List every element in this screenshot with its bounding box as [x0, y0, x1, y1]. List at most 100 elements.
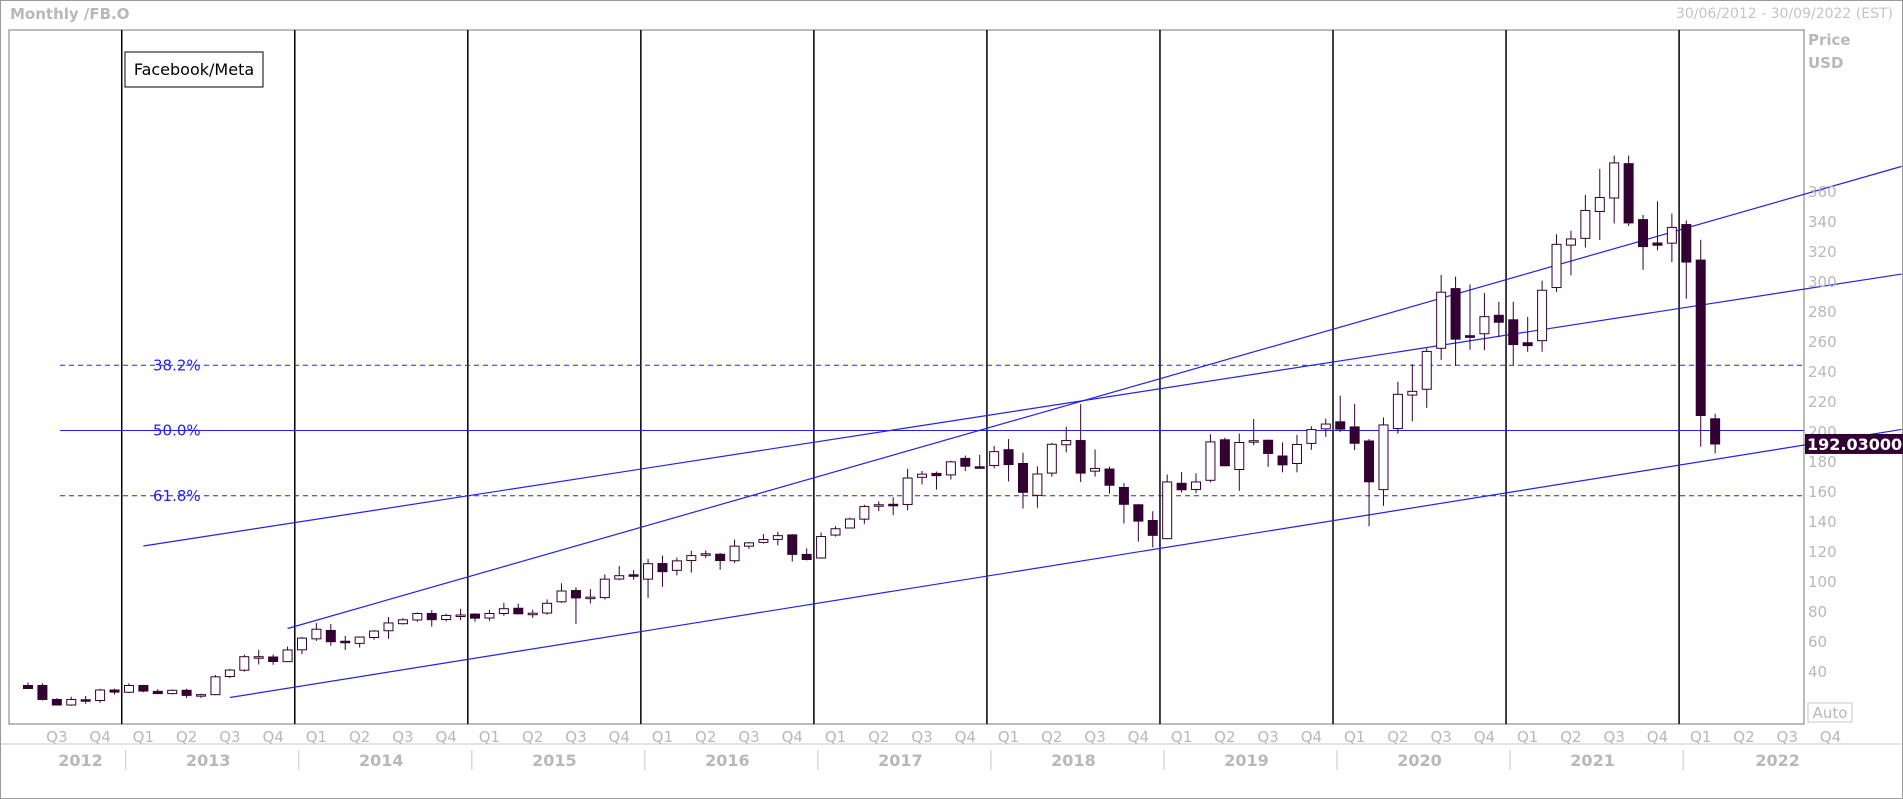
candle[interactable] — [1147, 511, 1158, 548]
candle[interactable] — [628, 570, 639, 580]
candle[interactable] — [311, 623, 322, 641]
candle[interactable] — [1104, 466, 1115, 494]
candle[interactable] — [1407, 364, 1418, 422]
candle[interactable] — [1118, 483, 1129, 524]
auto-button-label[interactable]: Auto — [1813, 704, 1848, 722]
candle[interactable] — [1032, 466, 1043, 508]
candle[interactable] — [1176, 472, 1187, 493]
candle[interactable] — [643, 558, 654, 598]
candle[interactable] — [210, 675, 221, 696]
candle[interactable] — [542, 599, 553, 615]
candle[interactable] — [37, 683, 48, 701]
candle[interactable] — [152, 689, 163, 695]
candle[interactable] — [239, 654, 250, 672]
candle[interactable] — [66, 696, 77, 706]
candle[interactable] — [23, 682, 33, 689]
candle[interactable] — [1162, 474, 1173, 540]
candle[interactable] — [167, 689, 178, 695]
candle[interactable] — [513, 603, 524, 615]
candle[interactable] — [772, 531, 783, 546]
candle[interactable] — [945, 460, 956, 480]
candle[interactable] — [1291, 434, 1302, 473]
candle[interactable] — [224, 669, 235, 678]
candle[interactable] — [1551, 234, 1562, 292]
candle[interactable] — [1046, 442, 1057, 477]
candle[interactable] — [484, 609, 495, 621]
candle[interactable] — [1652, 201, 1663, 251]
candle[interactable] — [830, 526, 841, 537]
candle[interactable] — [1364, 439, 1375, 527]
candle[interactable] — [325, 624, 336, 646]
candle[interactable] — [1306, 426, 1317, 450]
candle[interactable] — [354, 636, 365, 648]
candle[interactable] — [253, 649, 264, 665]
candle[interactable] — [470, 613, 481, 622]
candle[interactable] — [1493, 301, 1504, 338]
candle[interactable] — [1234, 433, 1245, 491]
candle[interactable] — [1594, 168, 1605, 240]
candle[interactable] — [1349, 403, 1360, 450]
candle[interactable] — [1609, 155, 1620, 224]
candle[interactable] — [1248, 418, 1259, 446]
candle[interactable] — [1508, 301, 1519, 366]
candle[interactable] — [1421, 348, 1432, 408]
candle[interactable] — [700, 550, 711, 558]
candle[interactable] — [1436, 274, 1447, 360]
candle[interactable] — [1479, 292, 1490, 351]
candle[interactable] — [556, 583, 567, 603]
candles[interactable] — [23, 155, 1721, 706]
candle[interactable] — [715, 552, 726, 570]
candle[interactable] — [1638, 214, 1649, 270]
candle[interactable] — [1191, 473, 1202, 494]
candle[interactable] — [412, 612, 423, 622]
candle[interactable] — [397, 618, 408, 625]
candle[interactable] — [383, 616, 394, 639]
candle[interactable] — [296, 636, 307, 655]
candle[interactable] — [1335, 395, 1346, 433]
candle[interactable] — [1710, 413, 1721, 454]
candle[interactable] — [744, 541, 754, 549]
candle[interactable] — [614, 566, 625, 581]
candle[interactable] — [657, 555, 668, 587]
candle[interactable] — [989, 445, 1000, 469]
candle[interactable] — [1623, 155, 1634, 226]
candle[interactable] — [787, 534, 798, 562]
candle[interactable] — [1378, 417, 1389, 506]
candle[interactable] — [268, 654, 279, 665]
candle[interactable] — [758, 534, 769, 544]
candle[interactable] — [1392, 381, 1403, 434]
candle[interactable] — [1681, 220, 1692, 299]
candle[interactable] — [844, 517, 855, 529]
candle[interactable] — [1003, 439, 1014, 482]
candle[interactable] — [585, 589, 596, 604]
candle[interactable] — [1090, 449, 1101, 477]
candle[interactable] — [1320, 418, 1331, 437]
candle[interactable] — [455, 608, 466, 621]
candle[interactable] — [859, 504, 870, 524]
candle[interactable] — [527, 609, 538, 618]
candle[interactable] — [95, 688, 106, 703]
candle[interactable] — [917, 471, 928, 485]
candle[interactable] — [570, 587, 581, 624]
candle[interactable] — [51, 698, 62, 706]
candle[interactable] — [123, 683, 134, 693]
candle[interactable] — [1695, 239, 1706, 447]
candle[interactable] — [138, 684, 149, 693]
candle[interactable] — [340, 636, 351, 650]
candle[interactable] — [441, 613, 452, 622]
candle[interactable] — [196, 693, 207, 698]
candle[interactable] — [1537, 280, 1548, 352]
candle[interactable] — [686, 550, 697, 573]
candle[interactable] — [1075, 404, 1086, 483]
candle[interactable] — [282, 646, 293, 663]
candle[interactable] — [974, 454, 985, 469]
candle[interactable] — [1263, 439, 1274, 467]
candle[interactable] — [426, 610, 437, 627]
auto-button[interactable]: Auto — [1807, 702, 1853, 723]
candle[interactable] — [801, 548, 812, 561]
candle[interactable] — [931, 471, 942, 490]
candle[interactable] — [873, 501, 884, 512]
candle[interactable] — [181, 688, 192, 698]
candle[interactable] — [1205, 434, 1216, 483]
